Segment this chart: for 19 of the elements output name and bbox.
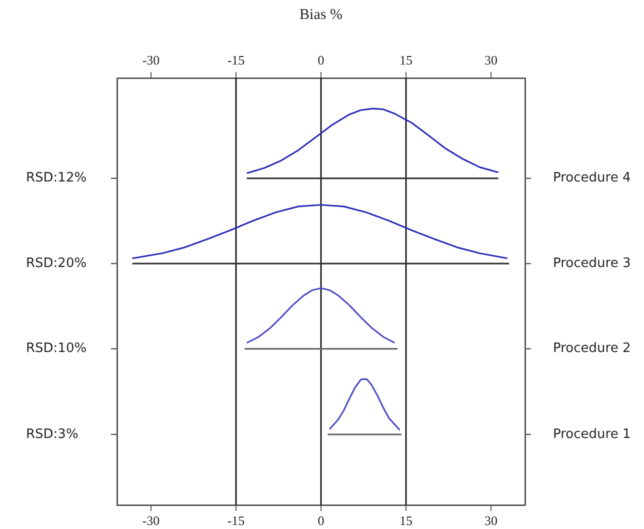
x2-tick-label: 30 [484, 52, 498, 68]
text: RSD:20% [26, 256, 87, 271]
x2-axis-title: Bias % [300, 6, 342, 23]
x-tick-label: 15 [400, 513, 412, 528]
x-tick-label: -30 [142, 513, 160, 528]
x2-tick-label: -15 [227, 52, 245, 68]
text: Procedure 2 [553, 341, 631, 356]
text: Procedure 3 [553, 256, 631, 271]
x-tick-label: -15 [227, 513, 245, 528]
text: RSD:10% [26, 341, 87, 356]
text: Procedure 4 [553, 170, 631, 186]
x2-tick-label: 0 [318, 52, 324, 68]
x-tick-label: 0 [318, 513, 324, 528]
text: RSD:3% [26, 426, 78, 442]
x2-tick-label: -30 [142, 52, 160, 68]
text: RSD:12% [26, 170, 87, 186]
x2-tick-label: 15 [400, 52, 412, 68]
text: Procedure 1 [553, 426, 631, 442]
x-tick-label: 30 [484, 513, 498, 528]
